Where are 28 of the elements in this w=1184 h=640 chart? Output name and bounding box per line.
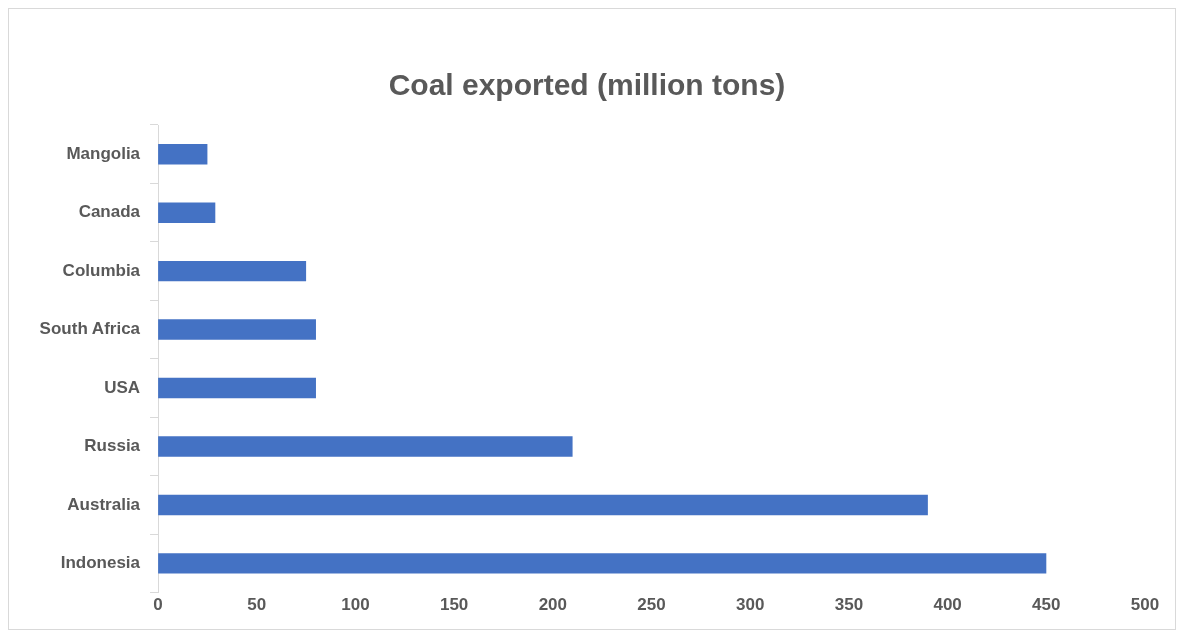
bar	[158, 202, 216, 223]
y-tick-label: USA	[104, 377, 141, 397]
bar	[158, 144, 208, 165]
bar	[158, 377, 316, 399]
bar	[158, 436, 573, 457]
x-tick-label: 400	[933, 595, 962, 615]
y-tick-label: Russia	[84, 436, 141, 456]
y-tick-label: Canada	[78, 202, 141, 222]
y-tick-label: South Africa	[39, 319, 141, 339]
x-tick-label: 250	[637, 595, 666, 615]
y-tick-label: Australia	[67, 494, 141, 514]
x-tick-label: 150	[439, 595, 469, 615]
bar	[158, 260, 307, 282]
x-tick-label: 50	[247, 595, 267, 615]
y-tick-label: Indonesia	[60, 553, 141, 573]
y-tick-label: Columbia	[62, 260, 141, 280]
x-tick-label: 200	[538, 595, 568, 615]
y-tick-label: Mangolia	[66, 143, 141, 163]
x-tick-label: 300	[736, 595, 765, 615]
bar	[158, 494, 928, 516]
x-tick-label: 350	[834, 595, 864, 615]
x-tick-label: 500	[1130, 595, 1160, 615]
bar	[158, 553, 1047, 574]
chart-title: Coal exported (million tons)	[388, 68, 786, 102]
x-tick-label: 0	[153, 595, 163, 615]
bar	[158, 319, 316, 340]
x-tick-label: 100	[341, 595, 370, 615]
x-tick-label: 450	[1032, 595, 1061, 615]
